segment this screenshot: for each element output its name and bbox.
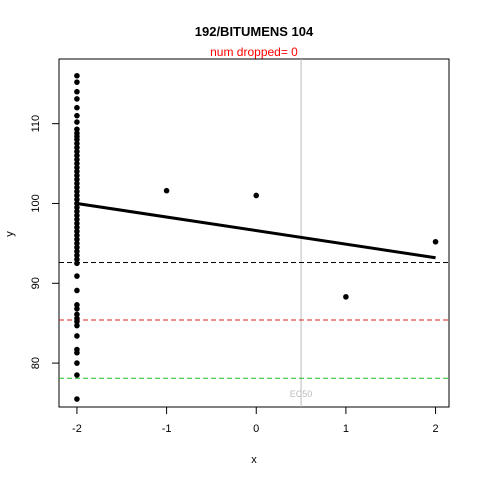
y-tick-label: 90 — [30, 277, 42, 289]
data-point — [74, 306, 80, 312]
y-tick-label: 100 — [30, 194, 42, 212]
data-point — [74, 200, 80, 207]
data-point — [74, 180, 80, 187]
plot-frame — [58, 58, 450, 408]
data-point — [74, 322, 80, 329]
x-tick-label: 2 — [432, 423, 438, 435]
data-point — [74, 240, 80, 247]
data-point — [74, 96, 80, 102]
y-tick-label: 80 — [30, 357, 42, 369]
x-tick-label: 0 — [253, 423, 259, 435]
chart-subtitle: num dropped= 0 — [210, 45, 298, 59]
data-point — [74, 140, 80, 147]
data-point — [74, 248, 80, 255]
data-point — [432, 238, 439, 245]
data-point — [74, 79, 80, 85]
data-point — [74, 212, 80, 219]
data-point — [74, 372, 80, 378]
data-point — [74, 104, 80, 111]
data-point — [74, 72, 80, 79]
data-point — [74, 302, 80, 308]
plot-area: -2 -1 0 1 2 80 90 100 110 EC50 — [30, 58, 450, 435]
data-point — [74, 260, 80, 267]
data-point — [74, 228, 80, 235]
chart-title: 192/BITUMENS 104 — [195, 24, 314, 39]
data-point — [74, 216, 80, 223]
data-point — [74, 176, 80, 183]
data-point — [74, 311, 80, 318]
data-point — [74, 168, 80, 175]
data-point — [74, 208, 80, 215]
x-tick-label: -2 — [72, 423, 82, 435]
data-point — [74, 136, 80, 143]
data-point — [74, 252, 80, 259]
data-point — [74, 126, 80, 133]
data-point — [74, 164, 80, 171]
data-point — [74, 192, 80, 199]
data-point — [74, 184, 80, 191]
data-point — [74, 287, 80, 294]
data-point — [343, 294, 349, 300]
data-point — [74, 152, 80, 159]
data-point — [74, 232, 80, 239]
data-point — [74, 236, 80, 243]
ec50-label: EC50 — [290, 389, 313, 399]
data-point — [74, 196, 80, 203]
data-point — [74, 204, 80, 211]
data-point — [74, 244, 80, 251]
data-point — [74, 160, 80, 167]
data-point — [74, 333, 80, 339]
data-point — [74, 172, 80, 179]
data-point — [74, 148, 80, 155]
data-point — [74, 220, 80, 227]
y-axis-title: y — [4, 231, 16, 237]
data-point — [74, 318, 80, 325]
data-point — [74, 256, 80, 263]
fit-line — [76, 201, 436, 260]
data-point — [74, 144, 80, 151]
data-point — [74, 112, 80, 119]
data-point — [74, 188, 80, 195]
data-point — [74, 156, 80, 163]
data-point — [74, 360, 80, 366]
data-point — [253, 192, 260, 199]
data-point — [163, 187, 170, 194]
x-axis-title: x — [251, 454, 257, 466]
data-point — [74, 224, 80, 231]
x-tick-label: -1 — [162, 423, 172, 435]
data-point — [74, 119, 80, 125]
y-tick-label: 110 — [30, 115, 42, 133]
data-point — [74, 396, 80, 402]
x-tick-label: 1 — [343, 423, 349, 435]
data-point — [74, 88, 80, 95]
data-point — [74, 273, 80, 279]
data-point — [74, 349, 80, 356]
